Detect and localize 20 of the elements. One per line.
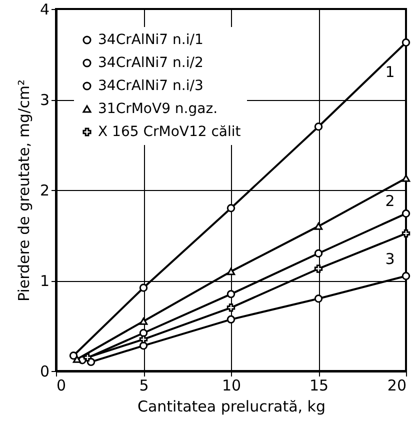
annotation: 1 [385,63,395,81]
x-tick-label: 10 [222,376,242,394]
y-tick-label: 0 [40,362,50,380]
legend-label: 34CrAlNi7 n.i/3 [98,78,204,94]
x-tick-label: 5 [139,376,149,394]
y-tick-label: 4 [40,0,50,18]
x-tick-label: 15 [309,376,329,394]
annotation: 3 [385,250,395,268]
x-tick-label: 20 [387,376,406,394]
x-axis-title: Cantitatea prelucrată, kg [137,398,326,416]
y-axis-title: Pierdere de greutate, mg/cm² [14,80,33,302]
legend-label: 34CrAlNi7 n.i/1 [98,32,204,48]
y-tick-label: 3 [40,91,50,109]
legend-label: 34CrAlNi7 n.i/2 [98,55,204,71]
y-tick-label: 2 [40,182,50,200]
annotation: 2 [385,192,395,210]
legend-label: 31CrMoV9 n.gaz. [98,101,218,117]
y-tick-label: 1 [40,272,50,290]
x-tick-label: 0 [56,376,66,394]
legend-label: X 165 CrMoV12 călit [98,124,242,140]
